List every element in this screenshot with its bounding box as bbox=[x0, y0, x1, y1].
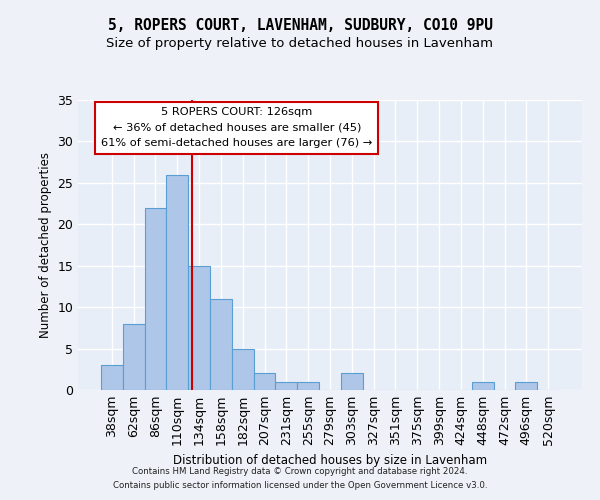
Bar bbox=[472, 382, 494, 390]
Bar bbox=[515, 382, 537, 390]
Bar bbox=[297, 382, 319, 390]
X-axis label: Distribution of detached houses by size in Lavenham: Distribution of detached houses by size … bbox=[173, 454, 487, 466]
Bar bbox=[166, 174, 188, 390]
Text: Contains HM Land Registry data © Crown copyright and database right 2024.: Contains HM Land Registry data © Crown c… bbox=[132, 467, 468, 476]
Bar bbox=[145, 208, 166, 390]
Bar bbox=[123, 324, 145, 390]
Text: 5 ROPERS COURT: 126sqm
← 36% of detached houses are smaller (45)
61% of semi-det: 5 ROPERS COURT: 126sqm ← 36% of detached… bbox=[101, 108, 373, 148]
Text: 5, ROPERS COURT, LAVENHAM, SUDBURY, CO10 9PU: 5, ROPERS COURT, LAVENHAM, SUDBURY, CO10… bbox=[107, 18, 493, 32]
Text: Contains public sector information licensed under the Open Government Licence v3: Contains public sector information licen… bbox=[113, 481, 487, 490]
Bar bbox=[101, 365, 123, 390]
Text: Size of property relative to detached houses in Lavenham: Size of property relative to detached ho… bbox=[107, 36, 493, 50]
Bar bbox=[341, 374, 363, 390]
Bar bbox=[232, 348, 254, 390]
Bar bbox=[188, 266, 210, 390]
Bar bbox=[210, 299, 232, 390]
Bar bbox=[254, 374, 275, 390]
Bar bbox=[275, 382, 297, 390]
Y-axis label: Number of detached properties: Number of detached properties bbox=[39, 152, 52, 338]
